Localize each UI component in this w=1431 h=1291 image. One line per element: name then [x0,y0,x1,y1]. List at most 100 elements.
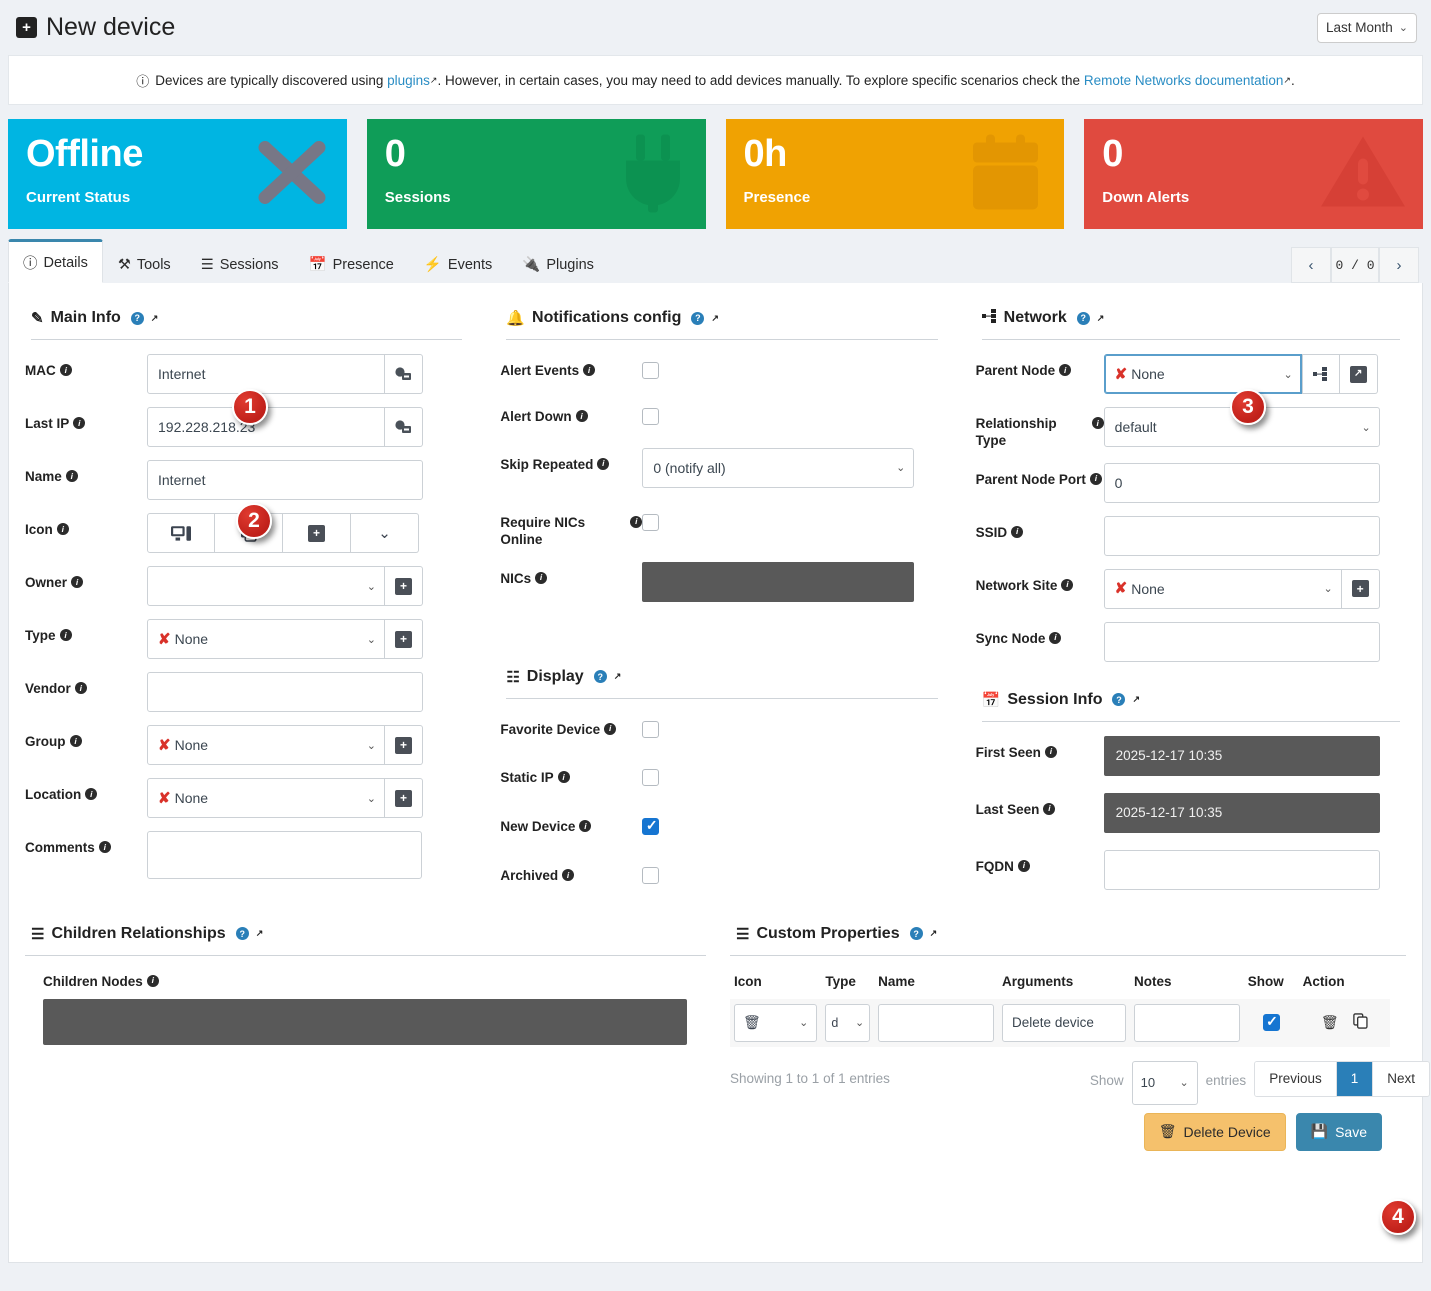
previous-page-button[interactable]: Previous [1255,1061,1337,1096]
tab-sessions[interactable]: ☰ Sessions [186,246,294,283]
plugins-link[interactable]: plugins [387,72,430,88]
entries-per-page-value: 10 [1140,1075,1156,1091]
status-card-down-alerts[interactable]: 0 Down Alerts [1084,119,1423,229]
row-name-input[interactable] [878,1003,995,1042]
alert-down-checkbox[interactable] [642,407,660,425]
help-icon[interactable]: ? [130,311,144,325]
info-icon[interactable]: i [98,841,111,853]
location-add-button[interactable]: + [385,778,423,818]
parent-node-select[interactable]: ✘ None ⌄ [1103,354,1302,394]
fqdn-input[interactable] [1103,849,1380,890]
parent-node-port-input[interactable] [1103,462,1380,503]
info-icon[interactable]: i [1059,364,1072,376]
help-icon[interactable]: ? [909,927,923,941]
require-nics-online-checkbox[interactable] [642,513,660,531]
row-show-checkbox[interactable] [1262,1013,1280,1032]
info-icon[interactable]: i [562,869,575,882]
mac-input[interactable] [147,354,385,394]
desktop-icon[interactable] [147,513,215,553]
pager-next-button[interactable]: › [1379,247,1419,283]
ssid-input[interactable] [1103,515,1380,556]
skip-repeated-select[interactable]: 0 (notify all) ⌄ [642,447,915,488]
info-icon[interactable]: i [71,576,84,588]
info-icon[interactable]: i [59,629,72,641]
tab-plugins[interactable]: 🔌 Plugins [507,245,609,283]
status-card-current-status[interactable]: Offline Current Status [8,119,347,229]
info-icon[interactable]: i [56,523,69,535]
row-notes-input[interactable] [1134,1003,1240,1042]
pager-prev-button[interactable]: ‹ [1291,247,1331,283]
period-select[interactable]: Last Month ⌄ [1317,12,1417,43]
help-icon[interactable]: ? [235,927,249,941]
type-add-button[interactable]: + [385,619,423,659]
row-icon-select[interactable]: 🗑 ⌄ [734,1003,818,1042]
delete-device-button[interactable]: 🗑 Delete Device [1143,1112,1286,1151]
info-icon[interactable]: i [59,364,72,376]
row-type-select[interactable]: d ⌄ [825,1003,871,1042]
status-card-presence[interactable]: 0h Presence [725,119,1065,229]
copy-network-icon[interactable] [385,407,423,447]
network-site-select[interactable]: ✘ None ⌄ [1103,568,1342,609]
type-select[interactable]: ✘ None ⌄ [147,619,385,659]
owner-select[interactable]: ⌄ [147,566,385,606]
favorite-device-checkbox[interactable] [642,720,660,738]
info-icon[interactable]: i [604,722,617,735]
info-icon[interactable]: i [597,457,610,470]
archived-checkbox[interactable] [642,867,660,885]
copy-network-icon[interactable] [385,354,423,394]
help-icon[interactable]: ? [1076,311,1090,325]
next-page-button[interactable]: Next [1373,1061,1429,1096]
network-site-add-button[interactable]: + [1341,568,1380,609]
plus-square-icon[interactable]: + [283,513,351,553]
sync-node-input[interactable] [1103,621,1380,662]
tab-events[interactable]: ⚡ Events [409,245,507,283]
info-icon[interactable]: i [74,682,87,694]
tab-presence[interactable]: 📅 Presence [294,245,409,283]
info-icon[interactable]: i [557,771,570,784]
info-icon[interactable]: i [1043,802,1056,815]
chevron-down-icon[interactable]: ⌄ [351,513,419,553]
new-device-checkbox[interactable] [642,817,660,836]
info-icon[interactable]: i [583,364,596,376]
name-input[interactable] [147,460,423,500]
comments-textarea[interactable] [147,831,422,879]
info-icon[interactable]: i [69,735,82,747]
status-card-sessions[interactable]: 0 Sessions [366,119,706,229]
vendor-input[interactable] [147,672,423,712]
info-icon[interactable]: i [1011,525,1024,538]
location-select[interactable]: ✘ None ⌄ [147,778,385,818]
info-icon[interactable]: i [1061,578,1074,591]
info-icon[interactable]: i [1091,417,1104,429]
static-ip-checkbox[interactable] [642,769,660,787]
remote-networks-doc-link[interactable]: Remote Networks documentation [1083,72,1284,88]
entries-per-page-select[interactable]: 10 ⌄ [1131,1060,1198,1105]
info-icon[interactable]: i [146,974,159,987]
help-icon[interactable]: ? [691,311,705,325]
info-icon[interactable]: i [535,571,548,584]
info-icon[interactable]: i [73,417,86,429]
page-1-button[interactable]: 1 [1336,1061,1374,1096]
alert-events-checkbox[interactable] [642,362,660,379]
info-icon[interactable]: i [630,515,643,528]
info-icon[interactable]: i [1049,631,1062,644]
tab-tools[interactable]: ⚒ Tools [103,246,186,283]
help-icon[interactable]: ? [593,670,607,683]
info-icon[interactable]: i [1089,472,1102,485]
info-icon[interactable]: i [1017,859,1030,872]
save-button[interactable]: 💾 Save [1295,1112,1382,1151]
row-arguments-input[interactable] [1002,1003,1127,1042]
copy-icon[interactable] [1352,1013,1368,1032]
trash-icon[interactable]: 🗑 [1320,1014,1339,1031]
info-icon[interactable]: i [575,409,588,422]
group-select[interactable]: ✘ None ⌄ [147,725,385,765]
info-icon[interactable]: i [85,788,98,800]
sitemap-icon[interactable] [1301,354,1340,394]
info-icon[interactable]: i [65,470,78,482]
group-add-button[interactable]: + [385,725,423,765]
info-icon[interactable]: i [579,820,592,833]
info-icon[interactable]: i [1044,745,1057,758]
external-link-button[interactable]: ↗ [1339,354,1378,394]
tab-details[interactable]: ⓘ Details [8,239,103,283]
owner-add-button[interactable]: + [385,566,423,606]
help-icon[interactable]: ? [1112,693,1126,707]
